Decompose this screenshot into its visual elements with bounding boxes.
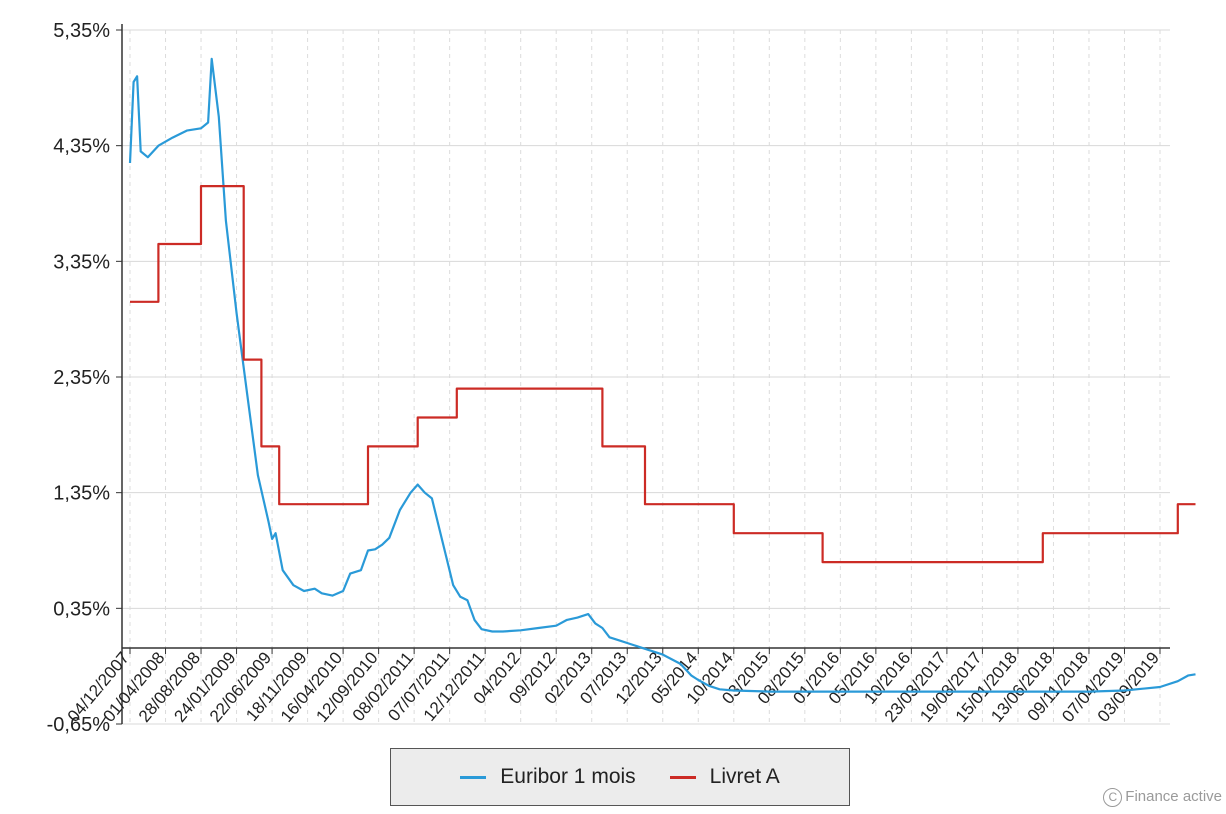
y-tick-label: 4,35% [53, 136, 110, 158]
axes [116, 24, 1170, 725]
series-line-euribor [128, 57, 1196, 693]
y-tick-label: 1,35% [53, 483, 110, 505]
legend-label-livret-a: Livret A [709, 765, 780, 788]
legend: Euribor 1 mois Livret A [390, 748, 850, 806]
copyright-credit: C Finance active [1103, 788, 1222, 807]
legend-item-livret-a[interactable]: Livret A [669, 765, 780, 789]
y-axis-tick-labels: 5,35% 4,35% 3,35% 2,35% 1,35% 0,35% -0,65% [47, 20, 111, 736]
y-tick-label: 0,35% [53, 598, 110, 620]
series-lines [128, 57, 1196, 693]
y-tick-label: -0,65% [47, 714, 111, 736]
y-tick-label: 2,35% [53, 367, 110, 389]
copyright-icon: C [1103, 788, 1123, 807]
legend-item-euribor[interactable]: Euribor 1 mois [460, 765, 636, 789]
legend-swatch-livret-a [669, 775, 696, 779]
credit-label: Finance active [1125, 788, 1222, 805]
x-axis-tick-labels: 04/12/200701/04/200828/08/200824/01/2009… [64, 648, 1163, 725]
y-tick-label: 5,35% [53, 20, 110, 42]
series-line-livret-a [130, 185, 1196, 564]
grid [122, 29, 1170, 725]
y-tick-label: 3,35% [53, 251, 110, 273]
legend-label-euribor: Euribor 1 mois [500, 765, 636, 788]
legend-swatch-euribor [460, 775, 487, 779]
